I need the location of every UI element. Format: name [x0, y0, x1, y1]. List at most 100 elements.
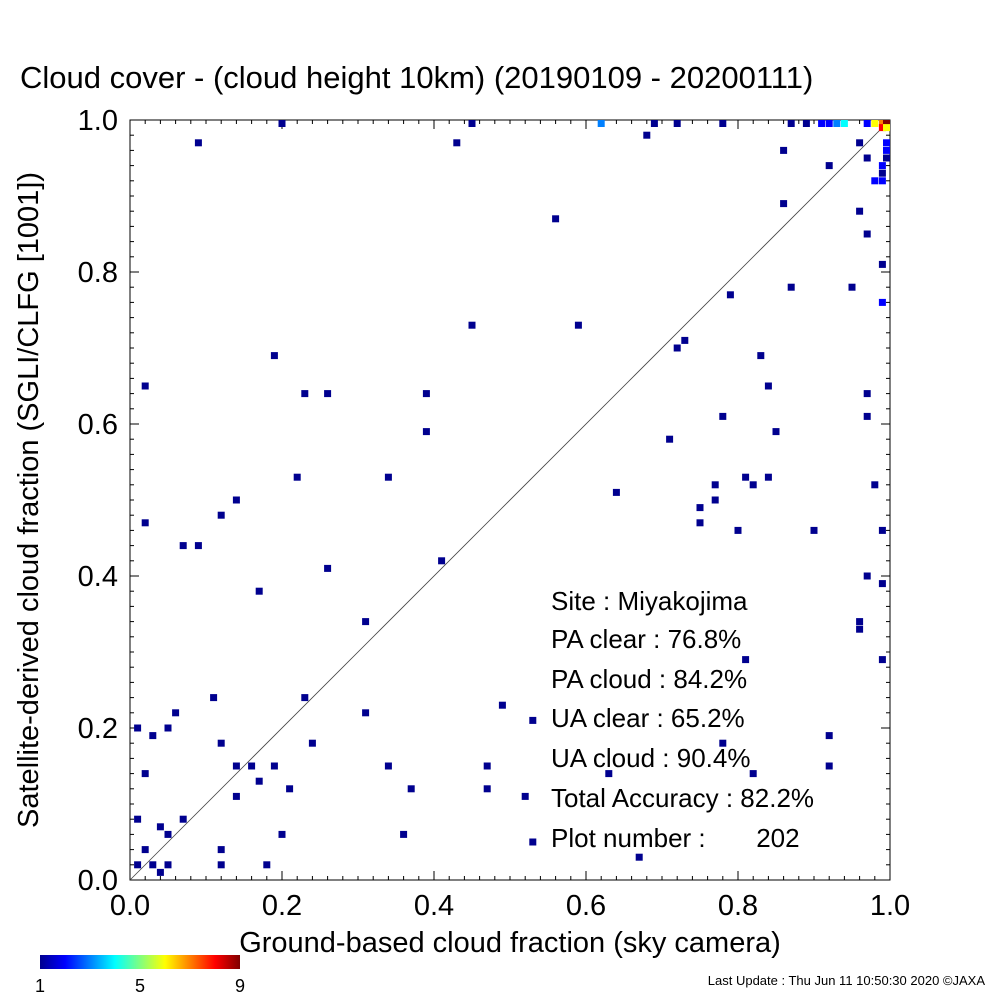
data-point	[787, 120, 795, 127]
data-point	[384, 762, 392, 770]
data-point	[141, 770, 149, 778]
stat-ua-clear: UA clear : 65.2%	[551, 703, 745, 733]
data-point	[301, 694, 309, 702]
data-point	[141, 382, 149, 390]
data-point	[650, 120, 658, 127]
y-axis-label: Satellite-derived cloud fraction (SGLI/C…	[13, 172, 45, 828]
data-point	[605, 770, 613, 778]
data-point	[521, 792, 529, 800]
data-point	[802, 120, 810, 127]
x-tick-label: 0.0	[110, 890, 150, 922]
data-point	[453, 139, 461, 147]
data-point	[764, 382, 772, 390]
data-point	[232, 496, 240, 504]
data-point	[194, 139, 202, 147]
one-to-one-line	[129, 119, 891, 881]
data-point	[217, 846, 225, 854]
data-point	[673, 344, 681, 352]
data-point	[141, 846, 149, 854]
data-point	[825, 732, 833, 740]
x-tick-label: 0.6	[566, 890, 606, 922]
data-point	[483, 762, 491, 770]
data-point	[856, 625, 864, 633]
data-point	[883, 124, 890, 132]
data-point	[134, 815, 142, 823]
data-point	[734, 526, 742, 534]
data-point	[438, 557, 446, 565]
data-point	[324, 390, 332, 398]
data-point	[422, 428, 430, 436]
statistics-box: Site : Miyakojima PA clear : 76.8% PA cl…	[551, 586, 814, 853]
data-point	[863, 572, 871, 580]
data-point	[635, 853, 643, 861]
stat-ua-cloud: UA cloud : 90.4%	[551, 743, 750, 773]
data-point	[878, 580, 886, 588]
stat-total-accuracy: Total Accuracy : 82.2%	[551, 783, 814, 813]
data-points	[134, 120, 890, 876]
data-point	[529, 716, 537, 724]
data-point	[863, 230, 871, 238]
data-point	[301, 390, 309, 398]
data-point	[818, 120, 826, 127]
data-point	[141, 519, 149, 527]
colorbar-tick-labels: 1 5 9	[35, 976, 245, 996]
data-point	[856, 207, 864, 215]
data-point	[324, 564, 332, 572]
data-point	[772, 428, 780, 436]
data-point	[878, 169, 886, 177]
colorbar-tick-label: 1	[35, 976, 45, 996]
data-point	[210, 694, 218, 702]
data-point	[308, 739, 316, 747]
data-point	[871, 481, 879, 489]
x-axis-label: Ground-based cloud fraction (sky camera)	[239, 927, 781, 959]
data-point	[597, 120, 605, 127]
data-point	[673, 120, 681, 127]
data-point	[883, 154, 890, 162]
x-tick-label: 0.2	[262, 890, 302, 922]
data-point	[362, 709, 370, 717]
data-point	[780, 146, 788, 154]
y-tick-label: 0.8	[78, 257, 118, 289]
data-point	[149, 861, 157, 869]
y-tick-labels: 0.0 0.2 0.4 0.6 0.8 1.0	[78, 105, 118, 897]
data-point	[248, 762, 256, 770]
data-point	[719, 412, 727, 420]
axis-ticks	[129, 119, 891, 881]
data-point	[468, 321, 476, 329]
y-tick-label: 0.4	[78, 561, 118, 593]
data-point	[270, 352, 278, 360]
data-point	[232, 792, 240, 800]
data-point	[711, 481, 719, 489]
data-point	[696, 504, 704, 512]
data-point	[217, 861, 225, 869]
data-point	[878, 124, 886, 132]
data-point	[156, 823, 164, 831]
data-point	[179, 815, 187, 823]
colorbar	[40, 955, 240, 969]
data-point	[878, 177, 886, 185]
data-point	[574, 321, 582, 329]
data-point	[552, 215, 560, 223]
data-point	[749, 770, 757, 778]
data-point	[270, 762, 278, 770]
data-point	[719, 739, 727, 747]
data-point	[848, 283, 856, 291]
data-point	[742, 656, 750, 664]
data-point	[293, 473, 301, 481]
data-point	[263, 861, 271, 869]
data-point	[757, 352, 765, 360]
data-point	[878, 298, 886, 306]
x-tick-label: 1.0	[870, 890, 910, 922]
data-point	[422, 390, 430, 398]
chart-title: Cloud cover - (cloud height 10km) (20190…	[20, 60, 813, 95]
data-point	[871, 177, 879, 185]
data-point	[217, 511, 225, 519]
data-point	[278, 120, 286, 127]
data-point	[134, 724, 142, 732]
y-tick-label: 0.6	[78, 409, 118, 441]
data-point	[612, 488, 620, 496]
data-point	[883, 120, 890, 127]
data-point	[134, 861, 142, 869]
data-point	[863, 412, 871, 420]
